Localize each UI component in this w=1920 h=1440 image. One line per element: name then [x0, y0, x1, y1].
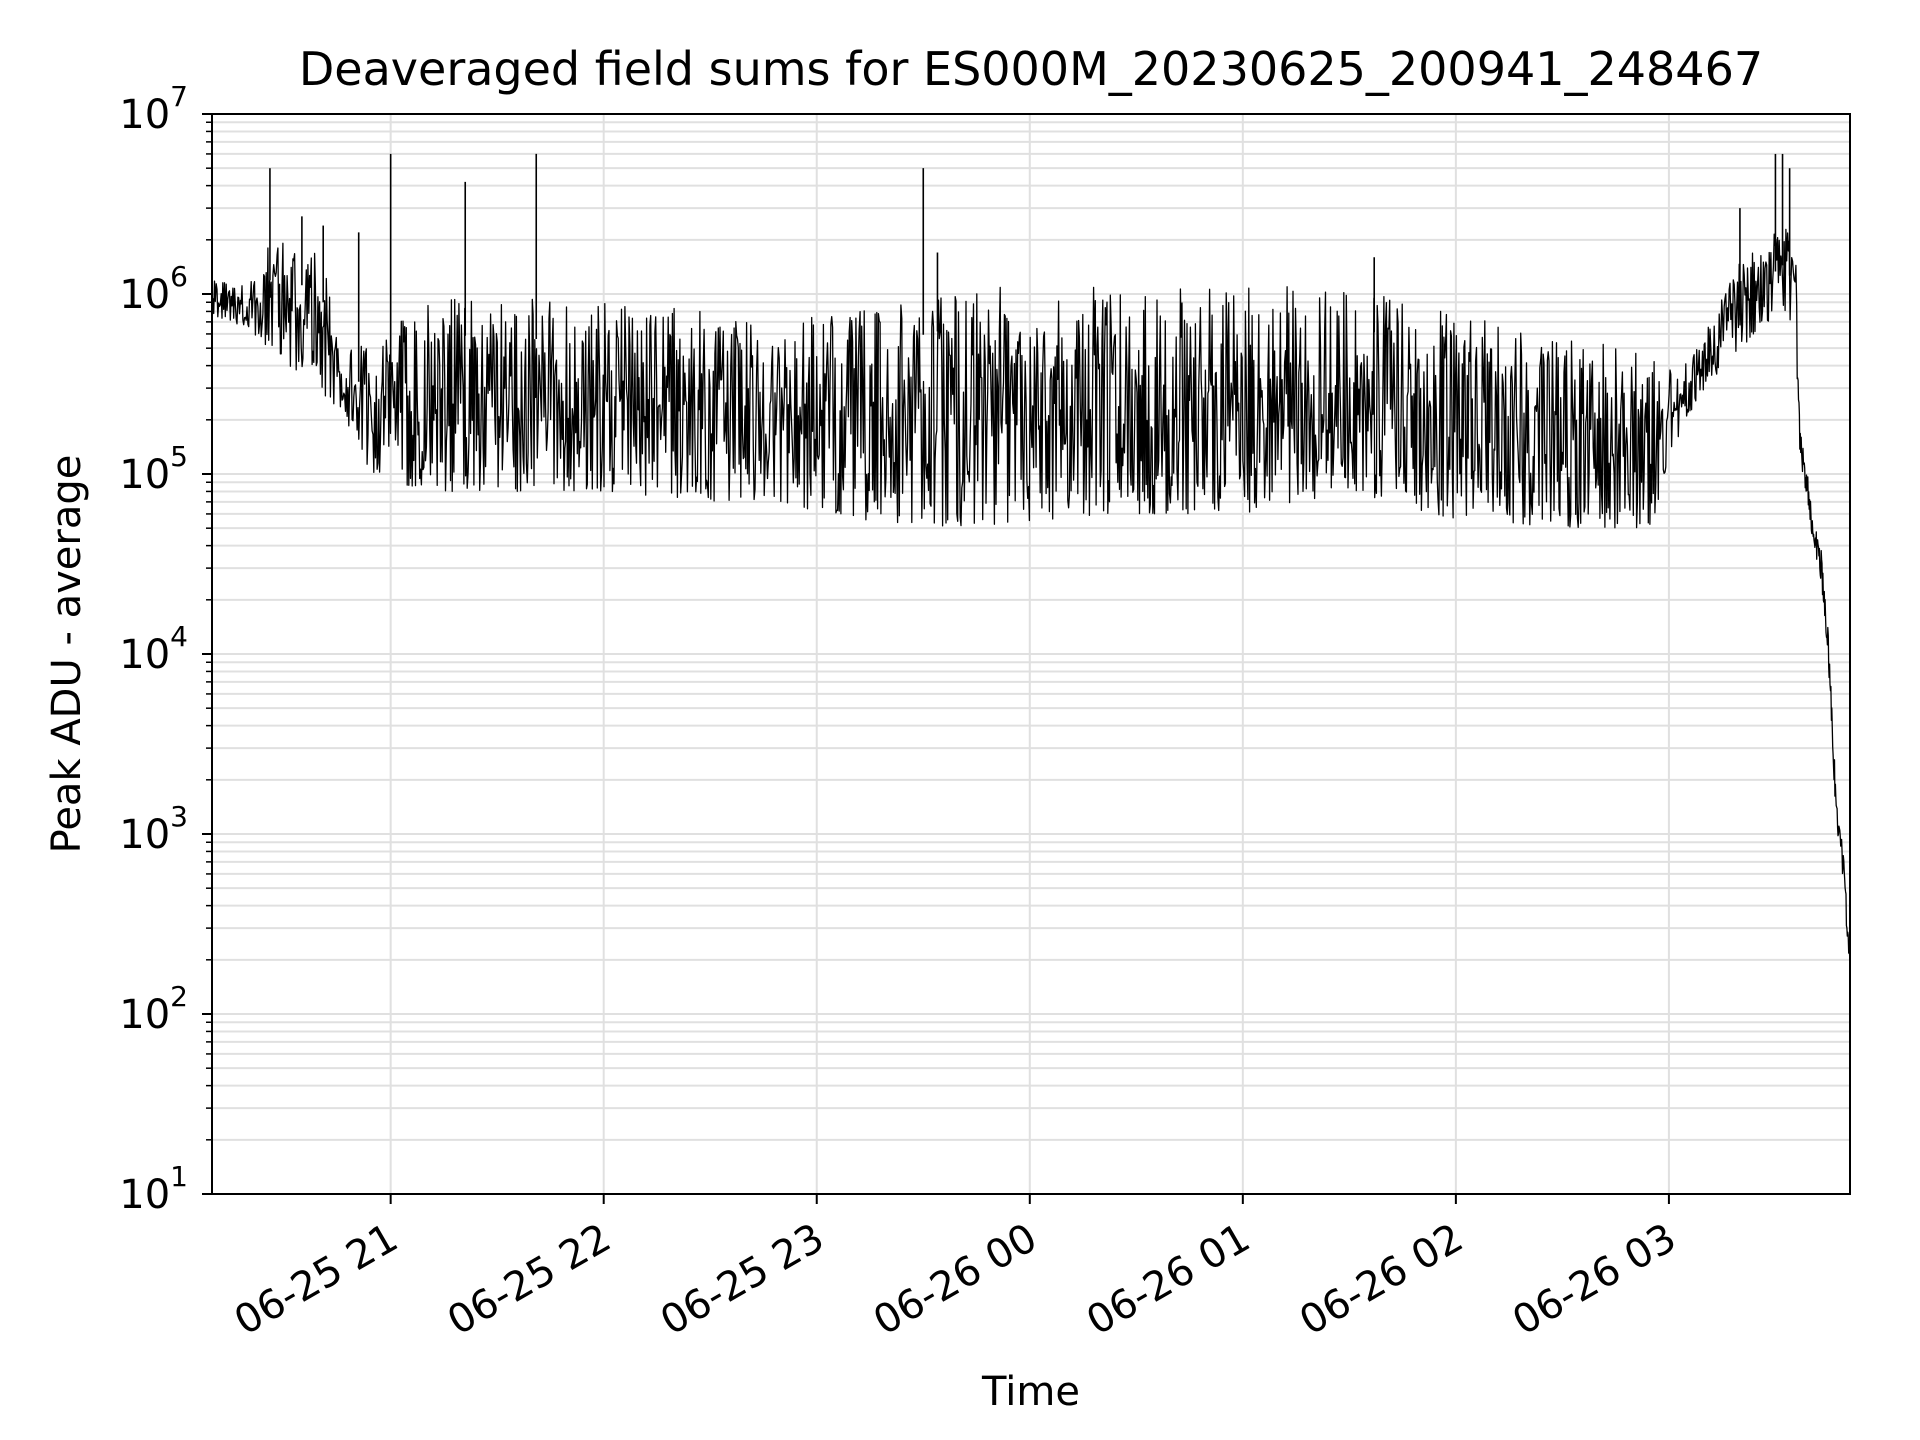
- y-tick-label: 102: [119, 980, 188, 1038]
- chart-title: Deaveraged field sums for ES000M_2023062…: [299, 42, 1763, 96]
- y-tick-label: 105: [119, 440, 188, 498]
- grid: [212, 113, 1850, 1195]
- series-line: [211, 228, 1851, 968]
- y-tick-label: 104: [119, 620, 188, 678]
- y-tick-label: 101: [119, 1160, 188, 1218]
- y-axis-label: Peak ADU - average: [44, 455, 90, 854]
- y-tick-label: 103: [119, 800, 188, 858]
- y-tick-label: 106: [119, 260, 188, 318]
- data-series: [211, 153, 1851, 968]
- y-tick-label: 107: [119, 80, 188, 138]
- x-axis-label: Time: [981, 1369, 1080, 1415]
